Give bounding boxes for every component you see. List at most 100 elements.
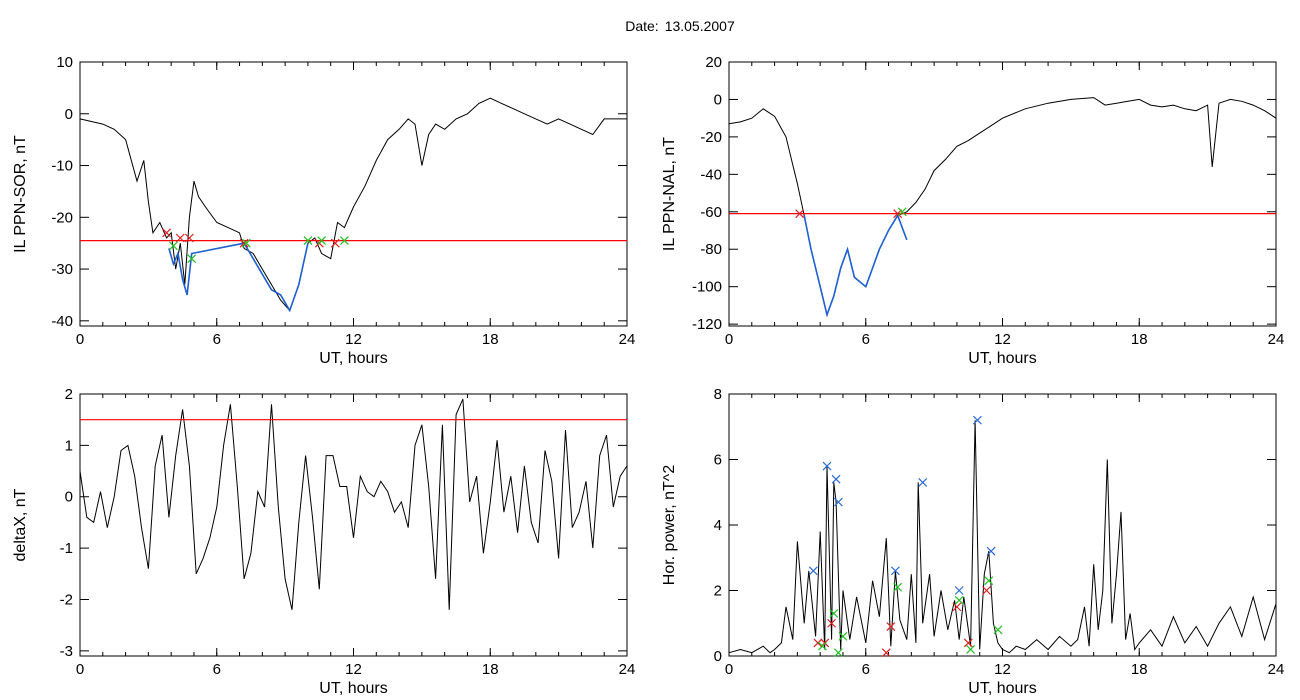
nal-red-marker xyxy=(795,209,805,219)
deltax-trace-line xyxy=(79,398,628,610)
sor-y-tick-label: -10 xyxy=(51,158,73,175)
sor-red-marker xyxy=(175,233,185,243)
power-green-marker xyxy=(893,582,903,592)
nal-y-tick-label: 0 xyxy=(714,91,722,108)
power-blue-marker xyxy=(973,415,982,425)
power-y-tick-label: 2 xyxy=(714,583,722,600)
power-blue-marker xyxy=(808,566,818,576)
deltax-y-tick-label: 1 xyxy=(65,437,73,454)
deltax-y-tick-label: -2 xyxy=(60,591,73,608)
sor-y-tick-label: 10 xyxy=(56,54,73,71)
sor-x-axis-label: UT, hours xyxy=(319,350,387,367)
sor-red-marker xyxy=(239,238,249,248)
deltax-x-tick-label: 24 xyxy=(619,661,636,678)
power-x-tick-label: 12 xyxy=(994,661,1011,678)
nal-plot-frame xyxy=(728,61,1277,327)
power-trace-line xyxy=(728,420,1277,654)
sor-event-line xyxy=(168,242,309,313)
power-green-marker xyxy=(833,648,843,658)
nal-x-tick-label: 0 xyxy=(725,331,733,348)
power-red-marker xyxy=(813,638,823,648)
power-x-tick-label: 24 xyxy=(1268,661,1285,678)
power-red-marker xyxy=(886,622,896,631)
date-value: 13.05.2007 xyxy=(664,18,735,34)
deltax-x-tick-label: 12 xyxy=(345,661,362,678)
nal-trace-line xyxy=(728,97,1277,317)
deltax-y-tick-label: -3 xyxy=(60,643,73,660)
sor-x-tick-label: 12 xyxy=(345,331,362,348)
nal-red-marker xyxy=(893,209,903,219)
sor-x-tick-label: 0 xyxy=(76,331,84,348)
power-x-tick-label: 0 xyxy=(725,661,733,678)
deltax-y-tick-label: -1 xyxy=(60,540,73,557)
nal-y-tick-label: -100 xyxy=(692,279,722,296)
sor-x-tick-label: 24 xyxy=(619,331,636,348)
power-green-marker xyxy=(829,609,839,618)
nal-x-axis-label: UT, hours xyxy=(968,350,1036,367)
deltax-x-tick-label: 18 xyxy=(482,661,499,678)
power-blue-marker xyxy=(954,586,964,595)
power-green-marker xyxy=(954,595,964,605)
deltax-y-tick-label: 2 xyxy=(65,386,73,403)
date-label: Date: xyxy=(625,18,659,34)
sor-y-tick-label: 0 xyxy=(65,106,73,123)
power-x-tick-label: 6 xyxy=(862,661,870,678)
nal-x-tick-label: 24 xyxy=(1268,331,1285,348)
power-blue-marker xyxy=(918,478,928,487)
power-blue-marker xyxy=(833,497,843,507)
power-plot-frame xyxy=(728,393,1277,657)
sor-trace-line xyxy=(79,97,627,312)
sor-red-marker xyxy=(162,228,172,238)
nal-y-tick-label: -120 xyxy=(692,316,722,333)
power-red-marker xyxy=(827,618,836,628)
nal-y-axis-label: IL PPN-NAL, nT xyxy=(661,137,678,251)
page-title: Date: 13.05.2007 xyxy=(0,18,1300,34)
sor-y-tick-label: -40 xyxy=(51,313,73,330)
power-red-marker xyxy=(982,586,991,595)
sor-green-marker xyxy=(169,241,178,251)
power-y-tick-label: 0 xyxy=(714,648,722,665)
deltax-x-axis-label: UT, hours xyxy=(319,680,387,697)
sor-y-tick-label: -20 xyxy=(51,209,73,226)
sor-red-marker xyxy=(330,238,340,248)
nal-event-line xyxy=(803,213,908,318)
nal-y-tick-label: 20 xyxy=(705,54,722,71)
power-blue-marker xyxy=(986,546,996,556)
power-green-marker xyxy=(993,625,1003,635)
power-red-marker xyxy=(963,638,973,648)
power-blue-marker xyxy=(822,461,832,471)
nal-y-tick-label: -80 xyxy=(700,241,722,258)
nal-y-tick-label: -60 xyxy=(700,204,722,221)
sor-green-marker xyxy=(303,236,313,246)
sor-green-marker xyxy=(187,254,197,264)
sor-y-axis-label: IL PPN-SOR, nT xyxy=(12,135,29,253)
power-red-marker xyxy=(881,648,891,658)
power-y-tick-label: 8 xyxy=(714,386,722,403)
power-x-tick-label: 18 xyxy=(1131,661,1148,678)
power-y-tick-label: 4 xyxy=(714,517,722,534)
power-red-marker xyxy=(952,602,962,612)
nal-y-tick-label: -20 xyxy=(700,129,722,146)
sor-x-tick-label: 6 xyxy=(213,331,221,348)
nal-x-tick-label: 18 xyxy=(1131,331,1148,348)
sor-green-marker xyxy=(339,236,349,246)
deltax-y-tick-label: 0 xyxy=(65,489,73,506)
nal-x-tick-label: 12 xyxy=(994,331,1011,348)
sor-x-tick-label: 18 xyxy=(482,331,499,348)
power-green-marker xyxy=(984,576,994,586)
sor-red-marker xyxy=(184,233,194,243)
power-blue-marker xyxy=(890,566,900,576)
power-y-tick-label: 6 xyxy=(714,452,722,469)
sor-plot-frame xyxy=(79,61,628,327)
nal-y-tick-label: -40 xyxy=(700,166,722,183)
sor-y-tick-label: -30 xyxy=(51,261,73,278)
power-x-axis-label: UT, hours xyxy=(968,680,1036,697)
power-green-marker xyxy=(838,631,848,641)
deltax-y-axis-label: deltaX, nT xyxy=(12,488,29,561)
nal-green-marker xyxy=(897,207,907,217)
power-green-marker xyxy=(966,645,976,654)
deltax-x-tick-label: 0 xyxy=(76,661,84,678)
deltax-x-tick-label: 6 xyxy=(213,661,221,678)
power-blue-marker xyxy=(831,474,841,484)
